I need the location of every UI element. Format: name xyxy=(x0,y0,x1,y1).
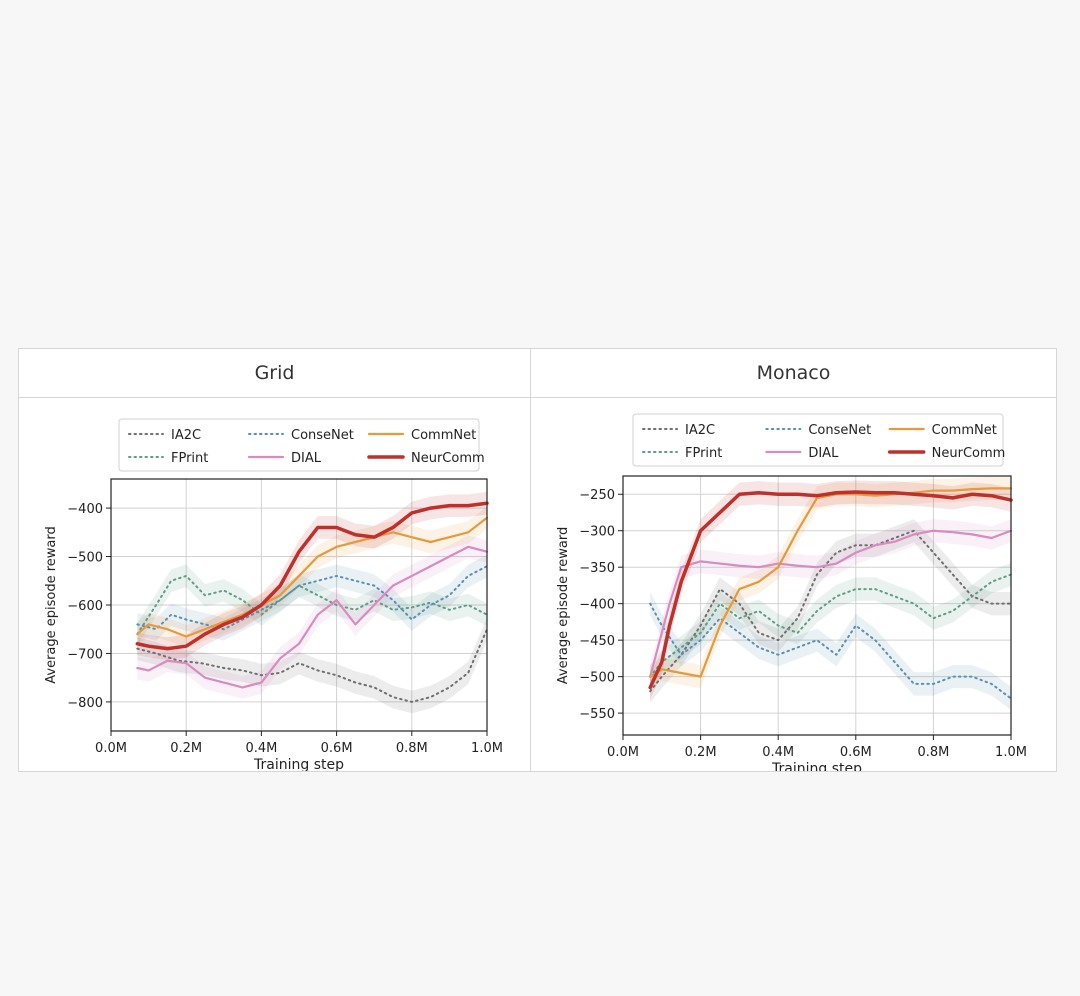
consenet-band xyxy=(137,554,487,641)
neurcomm-legend-label: NeurComm xyxy=(411,451,485,466)
grid-chart: −400 −500 −600 −700 −800 0.0M 0.2M 0.4M 0.6M 0.8M… xyxy=(44,418,503,772)
x-tick-label: 0.8M xyxy=(917,745,949,760)
ia2c-legend-label: IA2C xyxy=(171,428,201,443)
x-tick-label: 0.2M xyxy=(685,745,717,760)
grid-series xyxy=(135,501,489,703)
fprint-line xyxy=(136,574,488,636)
grid-chart-panel: Grid −400 −500 −600 −700 −800 0.0M 0.2M 0.4M 0.6… xyxy=(18,348,531,772)
grid-legend: IA2C ConseNet CommNet FPrint DIAL NeurComm xyxy=(118,418,485,472)
consenet-line xyxy=(649,602,1012,700)
commnet-band xyxy=(650,476,1011,689)
x-tick-label: 0.0M xyxy=(607,745,639,760)
fprint-band xyxy=(650,562,1011,689)
neurcomm-line xyxy=(135,501,489,651)
neurcomm-band xyxy=(650,480,1011,700)
dial-legend-label: DIAL xyxy=(808,446,839,461)
x-tick-label: 1.0M xyxy=(995,745,1027,760)
x-tick-label: 0.6M xyxy=(321,741,353,756)
ia2c-line xyxy=(136,628,488,703)
x-tick-label: 0.2M xyxy=(170,741,202,756)
y-tick-label: −500 xyxy=(579,671,615,686)
monaco-chart-panel: Monaco −250 −300 −350 −400 −450 −500 −550 0.0M 0… xyxy=(530,348,1057,772)
monaco-panel-title: Monaco xyxy=(531,349,1056,398)
monaco-confidence-bands xyxy=(650,476,1011,711)
commnet-line xyxy=(136,516,489,638)
neurcomm-legend-label: NeurComm xyxy=(932,446,1006,461)
y-tick-label: −500 xyxy=(67,551,103,566)
consenet-line xyxy=(136,565,488,631)
y-tick-label: −400 xyxy=(67,502,103,517)
commnet-band xyxy=(137,506,487,648)
y-tick-label: −300 xyxy=(579,525,615,540)
consenet-legend-label: ConseNet xyxy=(808,423,871,438)
fprint-line xyxy=(649,573,1012,678)
fprint-legend-label: FPrint xyxy=(685,446,722,461)
dial-band xyxy=(650,519,1011,689)
commnet-legend-label: CommNet xyxy=(932,423,997,438)
y-tick-label: −250 xyxy=(579,488,615,503)
monaco-plot-frame xyxy=(622,475,1012,736)
y-tick-label: −400 xyxy=(579,598,615,613)
x-tick-label: 0.4M xyxy=(245,741,277,756)
monaco-chart: −250 −300 −350 −400 −450 −500 −550 0.0M 0.2M 0.4M… xyxy=(556,413,1027,772)
dial-legend-label: DIAL xyxy=(291,451,322,466)
commnet-line xyxy=(649,487,1013,678)
x-tick-label: 0.0M xyxy=(95,741,127,756)
dial-line xyxy=(136,545,489,689)
dial-band xyxy=(137,535,487,699)
fprint-band xyxy=(137,564,487,646)
y-tick-label: −700 xyxy=(67,647,103,662)
y-tick-label: −350 xyxy=(579,561,615,576)
x-tick-label: 1.0M xyxy=(471,741,503,756)
ia2c-legend-label: IA2C xyxy=(685,423,715,438)
ia2c-band xyxy=(137,617,487,714)
y-axis-label: Average episode reward xyxy=(44,526,59,684)
grid-confidence-bands xyxy=(137,491,487,714)
x-axis-label: Training step xyxy=(253,757,344,772)
y-axis-label: Average episode reward xyxy=(556,527,571,685)
monaco-series xyxy=(648,487,1013,700)
x-tick-label: 0.8M xyxy=(396,741,428,756)
fprint-legend-label: FPrint xyxy=(171,451,208,466)
x-tick-label: 0.4M xyxy=(762,745,794,760)
y-tick-label: −550 xyxy=(579,707,615,722)
monaco-legend: IA2C ConseNet CommNet FPrint DIAL NeurComm xyxy=(632,413,1006,467)
neurcomm-band xyxy=(137,491,487,660)
ia2c-line xyxy=(649,529,1012,693)
x-axis-label: Training step xyxy=(771,761,862,772)
y-tick-label: −450 xyxy=(579,634,615,649)
ia2c-band xyxy=(650,519,1011,703)
commnet-legend-label: CommNet xyxy=(411,428,476,443)
x-tick-label: 0.6M xyxy=(840,745,872,760)
y-tick-label: −800 xyxy=(67,696,103,711)
consenet-legend-label: ConseNet xyxy=(291,428,354,443)
y-tick-label: −600 xyxy=(67,599,103,614)
grid-panel-title: Grid xyxy=(19,349,530,398)
neurcomm-line xyxy=(648,490,1013,690)
